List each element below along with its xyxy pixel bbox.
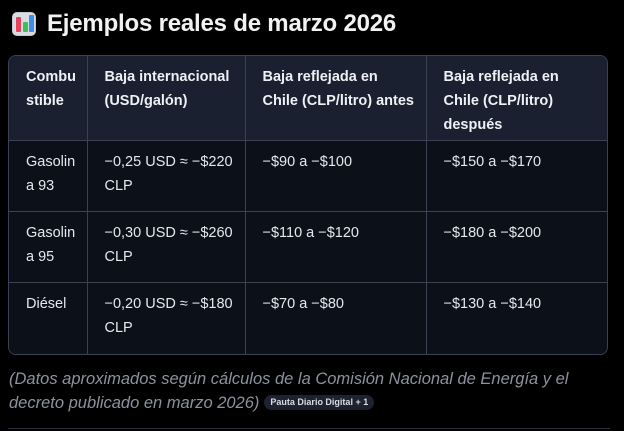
header-combustible: Combustible <box>9 56 88 141</box>
header-baja-internacional: Baja internacional (USD/galón) <box>87 56 246 141</box>
fuel-price-table: Combustible Baja internacional (USD/galó… <box>8 55 608 355</box>
section-heading: Ejemplos reales de marzo 2026 <box>12 10 396 38</box>
cell-international: −0,30 USD ≈ −$260 CLP <box>87 211 246 284</box>
header-baja-chile-antes: Baja reflejada en Chile (CLP/litro) ante… <box>245 56 427 141</box>
cell-before: −$70 a −$80 <box>245 282 427 354</box>
cell-after: −$130 a −$140 <box>426 282 607 354</box>
table-row: Diésel −0,20 USD ≈ −$180 CLP −$70 a −$80… <box>9 282 607 354</box>
footnote: (Datos aproximados según cálculos de la … <box>9 367 609 415</box>
header-baja-chile-despues: Baja reflejada en Chile (CLP/litro) desp… <box>426 56 607 141</box>
source-badge[interactable]: Pauta Diario Digital + 1 <box>264 395 375 410</box>
divider <box>8 428 610 429</box>
bar-chart-icon <box>12 12 36 36</box>
table-header-row: Combustible Baja internacional (USD/galó… <box>9 56 607 141</box>
footnote-text: (Datos aproximados según cálculos de la … <box>9 370 569 412</box>
table-row: Gasolina 93 −0,25 USD ≈ −$220 CLP −$90 a… <box>9 140 607 212</box>
cell-after: −$180 a −$200 <box>426 211 607 284</box>
cell-fuel: Gasolina 93 <box>9 140 88 212</box>
cell-international: −0,20 USD ≈ −$180 CLP <box>87 282 246 354</box>
cell-after: −$150 a −$170 <box>426 140 607 212</box>
section-title: Ejemplos reales de marzo 2026 <box>47 10 397 37</box>
cell-international: −0,25 USD ≈ −$220 CLP <box>87 140 246 212</box>
table-row: Gasolina 95 −0,30 USD ≈ −$260 CLP −$110 … <box>9 211 607 284</box>
cell-before: −$110 a −$120 <box>245 211 427 284</box>
cell-fuel: Diésel <box>9 282 88 354</box>
cell-before: −$90 a −$100 <box>245 140 427 212</box>
cell-fuel: Gasolina 95 <box>9 211 88 284</box>
